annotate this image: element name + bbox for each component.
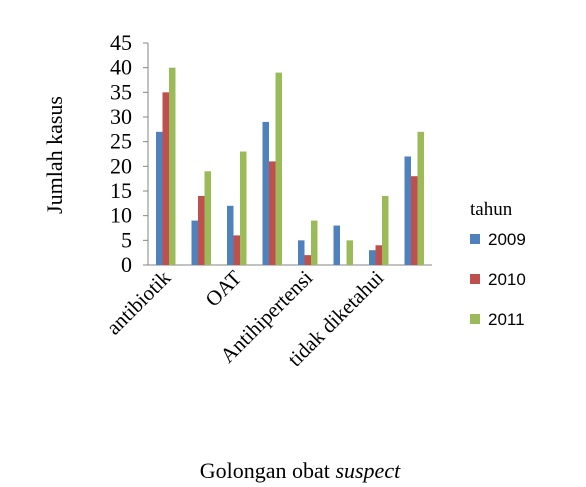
y-tick-label: 15 xyxy=(110,178,132,203)
bar xyxy=(156,131,163,265)
legend-label: 2011 xyxy=(488,310,525,329)
x-axis-title: Golongan obat suspect xyxy=(200,458,401,483)
bar xyxy=(262,121,269,265)
legend-swatch xyxy=(470,314,480,324)
bar xyxy=(191,220,198,265)
bar xyxy=(198,195,205,265)
bar xyxy=(404,156,411,265)
bar xyxy=(311,220,318,265)
bar xyxy=(233,235,240,265)
bar xyxy=(417,131,424,265)
bar xyxy=(382,195,389,265)
x-axis-title-italic: suspect xyxy=(335,458,401,483)
bar xyxy=(227,205,234,265)
y-tick-label: 5 xyxy=(121,227,132,252)
y-axis-title: Jumlah kasus xyxy=(42,96,67,214)
bar xyxy=(275,72,282,265)
y-tick-label: 40 xyxy=(110,55,132,80)
legend-swatch xyxy=(470,274,480,284)
legend-title: tahun xyxy=(470,199,513,220)
x-axis-title-main: Golongan obat xyxy=(200,458,330,483)
x-tick-label: antibiotik xyxy=(101,265,175,339)
bar xyxy=(162,92,169,265)
bar xyxy=(204,171,211,265)
bar xyxy=(169,67,176,266)
legend-swatch xyxy=(470,234,480,244)
y-tick-label: 30 xyxy=(110,104,132,129)
bar xyxy=(411,176,418,265)
legend-label: 2010 xyxy=(488,270,526,289)
y-tick-label: 35 xyxy=(110,79,132,104)
y-tick-label: 0 xyxy=(121,252,132,277)
y-tick-label: 25 xyxy=(110,129,132,154)
y-tick-label: 20 xyxy=(110,153,132,178)
bar xyxy=(240,151,247,265)
bar xyxy=(304,255,311,265)
y-tick-label: 10 xyxy=(110,203,132,228)
bar xyxy=(333,225,340,265)
bar xyxy=(298,240,305,265)
bar xyxy=(375,245,382,265)
y-tick-label: 45 xyxy=(110,30,132,55)
x-tick-label: OAT xyxy=(200,265,246,311)
bar xyxy=(269,161,276,265)
bar xyxy=(369,250,376,265)
legend-label: 2009 xyxy=(488,230,526,249)
bar xyxy=(346,240,353,265)
